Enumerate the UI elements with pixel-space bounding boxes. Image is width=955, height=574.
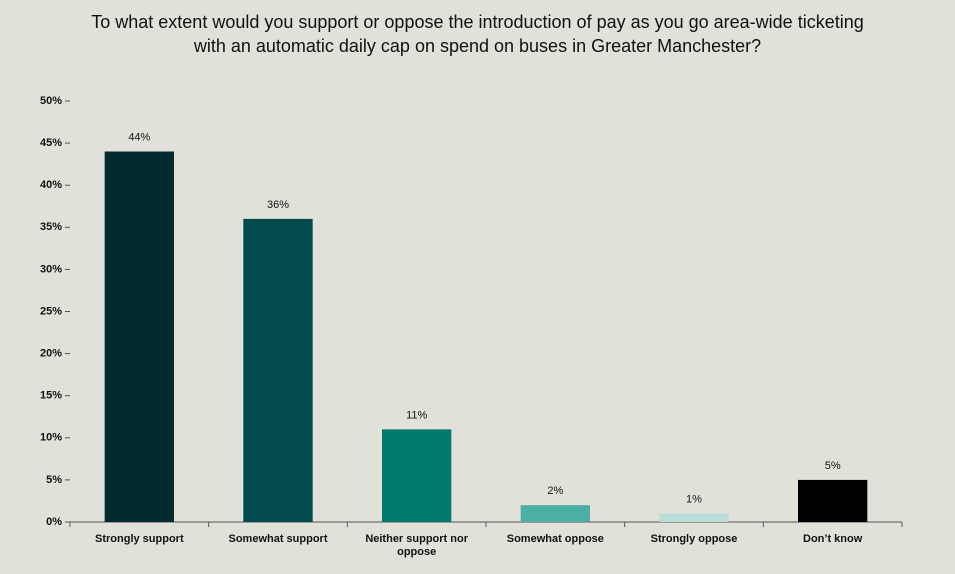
x-tick-label: Don’t know	[803, 533, 863, 545]
y-tick-label: 10%	[40, 432, 62, 444]
bar	[520, 505, 590, 522]
bar	[798, 479, 868, 522]
x-tick-label: Somewhat oppose	[506, 533, 604, 545]
x-tick-label: Strongly oppose	[650, 533, 738, 545]
bar	[243, 218, 313, 522]
x-tick-label: Strongly support	[95, 533, 184, 545]
data-label: 1%	[686, 493, 702, 505]
y-tick-label: 25%	[40, 305, 62, 317]
y-tick-label: 40%	[40, 179, 62, 191]
y-tick-label: 45%	[40, 137, 62, 149]
bar	[104, 151, 174, 522]
y-tick-label: 30%	[40, 263, 62, 275]
bar	[382, 429, 452, 522]
data-label: 11%	[406, 409, 427, 421]
chart-title: To what extent would you support or oppo…	[91, 12, 864, 56]
y-tick-label: 0%	[46, 516, 62, 528]
x-tick-label: Neither support nor oppose	[365, 533, 468, 558]
data-label: 44%	[128, 131, 150, 143]
data-label: 2%	[547, 485, 563, 497]
y-tick-label: 20%	[40, 348, 62, 360]
y-tick-label: 35%	[40, 221, 62, 233]
x-tick-label: Somewhat support	[228, 533, 328, 545]
bar	[659, 513, 729, 522]
data-label: 36%	[267, 199, 289, 211]
y-tick-label: 15%	[40, 390, 62, 402]
y-tick-label: 50%	[40, 95, 62, 107]
y-tick-label: 5%	[46, 474, 62, 486]
data-label: 5%	[825, 460, 841, 472]
